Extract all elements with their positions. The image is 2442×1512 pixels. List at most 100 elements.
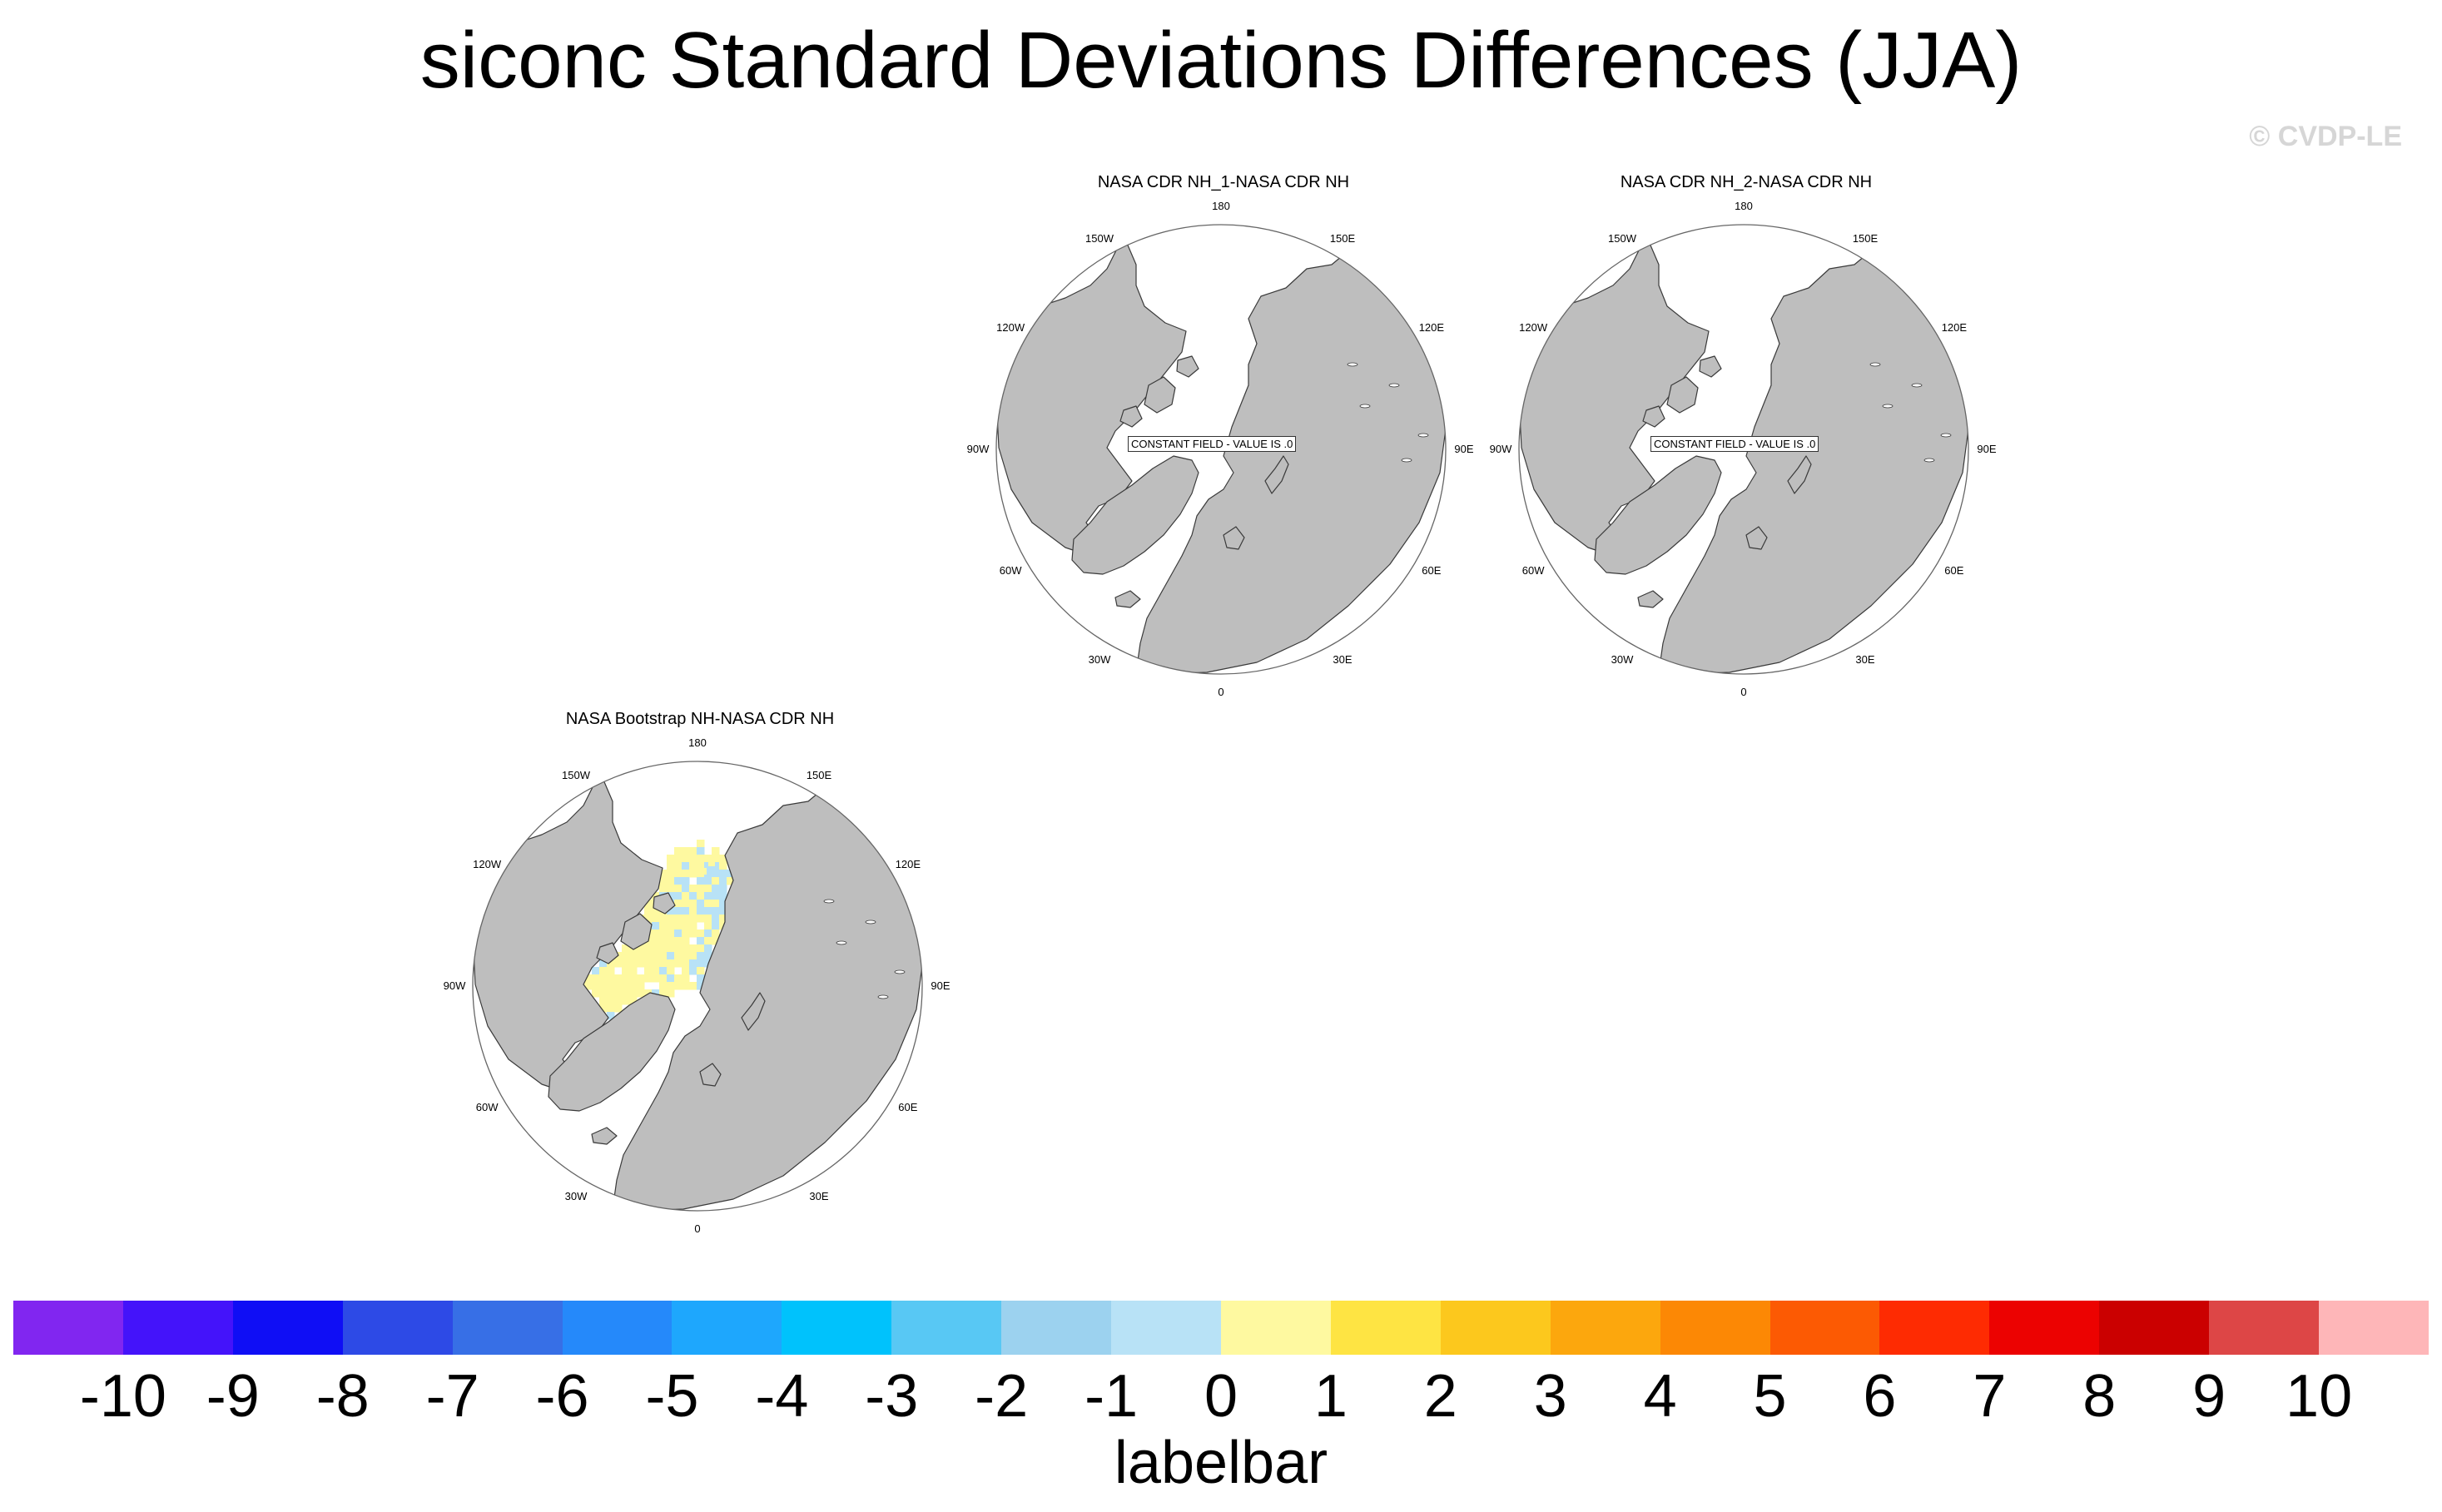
difference-cell (689, 900, 697, 908)
difference-cell (622, 944, 630, 953)
labelbar-swatch (452, 1301, 563, 1355)
difference-cell (659, 959, 668, 968)
longitude-label: 30E (1333, 653, 1352, 666)
copyright-text: © CVDP-LE (2249, 121, 2402, 152)
labelbar-swatch (1001, 1301, 1112, 1355)
lake (1882, 404, 1894, 409)
labelbar-swatch (13, 1301, 124, 1355)
difference-cell (607, 959, 615, 968)
difference-cell (689, 959, 697, 968)
difference-cell (704, 862, 712, 870)
longitude-label: 0 (694, 1222, 700, 1235)
difference-cell (674, 877, 682, 885)
difference-cell (704, 922, 712, 930)
difference-cell (708, 860, 715, 866)
difference-cell (614, 974, 623, 983)
difference-cell (719, 877, 727, 885)
longitude-label: 120W (473, 858, 502, 870)
difference-cell (697, 937, 705, 945)
longitude-label: 60W (476, 1101, 499, 1113)
difference-cell (659, 952, 668, 960)
labelbar-swatch (1879, 1301, 1990, 1355)
difference-cell (644, 907, 653, 915)
difference-cell (682, 847, 690, 855)
labelbar-tick-label: 4 (1643, 1363, 1677, 1430)
difference-cell (674, 974, 682, 983)
longitude-label: 120W (996, 321, 1025, 334)
difference-cell (719, 870, 727, 878)
difference-cell (667, 967, 675, 975)
longitude-label: 90E (931, 979, 950, 992)
difference-cell (682, 900, 690, 908)
difference-cell (697, 967, 705, 975)
difference-cell (712, 885, 720, 893)
difference-cell (652, 974, 660, 983)
difference-cell (667, 982, 675, 990)
difference-cell (599, 974, 608, 983)
longitude-label: 150W (562, 769, 591, 781)
land-iceland (591, 1127, 618, 1145)
constant-field-label: CONSTANT FIELD - VALUE IS .0 (1650, 436, 1819, 452)
difference-cell (682, 915, 690, 923)
difference-cell (599, 967, 608, 975)
difference-cell (659, 922, 668, 930)
land-archipelago (596, 892, 676, 964)
difference-cell (674, 847, 682, 855)
difference-cell (637, 989, 645, 998)
labelbar-tick-label: -9 (206, 1363, 260, 1430)
difference-cell (607, 982, 615, 990)
difference-cell (614, 982, 623, 990)
land-eurasia (1658, 243, 1968, 674)
difference-cell (689, 952, 697, 960)
difference-cell (622, 974, 630, 983)
difference-cell (659, 937, 668, 945)
panel-title: NASA CDR NH_2-NASA CDR NH (1620, 173, 1873, 191)
labelbar-swatch (2319, 1301, 2430, 1355)
longitude-label: 150E (807, 769, 832, 781)
longitude-label: 30E (809, 1190, 828, 1202)
difference-cell (697, 974, 705, 983)
lake (1911, 383, 1923, 388)
labelbar-swatch (1989, 1301, 2100, 1355)
difference-cell (697, 900, 705, 908)
difference-cell (697, 840, 705, 848)
difference-cell (719, 915, 727, 923)
difference-cell (599, 959, 608, 968)
difference-cell (652, 937, 660, 945)
difference-cell (599, 982, 608, 990)
lake (877, 994, 889, 999)
labelbar-swatch (1221, 1301, 1332, 1355)
difference-cell (667, 855, 675, 863)
difference-cell (689, 982, 697, 990)
difference-cell (697, 930, 705, 938)
difference-cell (697, 944, 705, 953)
longitude-label: 150W (1608, 232, 1637, 245)
difference-cell (704, 877, 712, 885)
lake (1923, 458, 1935, 463)
difference-cell (637, 952, 645, 960)
difference-cell (644, 967, 653, 975)
difference-cell (682, 944, 690, 953)
labelbar-tick-label: 8 (2082, 1363, 2117, 1430)
difference-cell (667, 870, 675, 878)
difference-cell (697, 892, 705, 900)
labelbar-tick-label: 7 (1973, 1363, 2007, 1430)
difference-cell (667, 930, 675, 938)
difference-cell (607, 967, 615, 975)
labelbar-swatch (1111, 1301, 1222, 1355)
labelbar-tick-label: 3 (1533, 1363, 1567, 1430)
difference-cell (682, 885, 690, 893)
land-svalbard (1223, 526, 1245, 550)
difference-cell (622, 982, 630, 990)
labelbar-swatch (891, 1301, 1002, 1355)
constant-field-label: CONSTANT FIELD - VALUE IS .0 (1128, 436, 1297, 452)
difference-cell (712, 855, 720, 863)
labelbar-swatch (782, 1301, 892, 1355)
difference-cell (637, 974, 645, 983)
difference-cell (652, 892, 660, 900)
difference-cell (644, 944, 653, 953)
difference-cell (700, 868, 707, 875)
difference-cell (667, 944, 675, 953)
difference-cell (689, 907, 697, 915)
difference-cell (689, 855, 697, 863)
